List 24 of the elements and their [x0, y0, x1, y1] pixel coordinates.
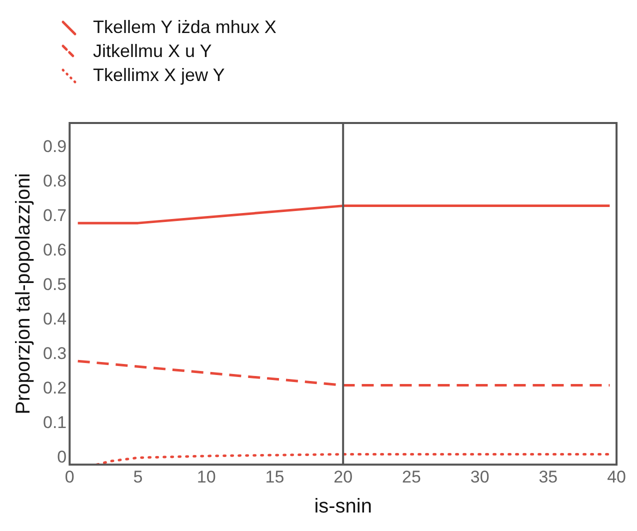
- x-tick-label: 10: [196, 467, 216, 486]
- y-tick-label: 0.3: [42, 344, 67, 363]
- y-tick-label: 0.4: [42, 309, 67, 328]
- y-tick-label: 0.7: [42, 206, 67, 225]
- x-tick-label: 5: [133, 467, 143, 486]
- x-tick-label: 20: [334, 467, 353, 486]
- y-tick-label: 0.1: [42, 412, 67, 432]
- legend-label: Jitkellmu X u Y: [93, 40, 212, 61]
- x-tick-label: 25: [402, 467, 421, 486]
- line-series: [96, 453, 611, 465]
- y-axis-title: Proporzjon tal-popolazzjoni: [12, 173, 35, 414]
- y-tick-label: 0.6: [42, 240, 67, 260]
- x-tick-label: 35: [538, 467, 558, 486]
- y-tick-label: 0: [57, 447, 67, 466]
- x-tick-label: 30: [470, 467, 490, 486]
- x-tick-label: 40: [607, 467, 626, 486]
- y-tick-label: 0.9: [42, 136, 67, 156]
- x-tick-label: 15: [265, 467, 284, 486]
- legend-label: Tkellem Y iżda mhux X: [93, 16, 276, 37]
- y-tick-label: 0.2: [42, 378, 67, 398]
- y-tick-label: 0.5: [42, 274, 67, 294]
- y-tick-label: 0.8: [42, 171, 67, 190]
- legend-label: Tkellimx X jew Y: [93, 64, 225, 85]
- x-axis-title: is-snin: [314, 496, 372, 518]
